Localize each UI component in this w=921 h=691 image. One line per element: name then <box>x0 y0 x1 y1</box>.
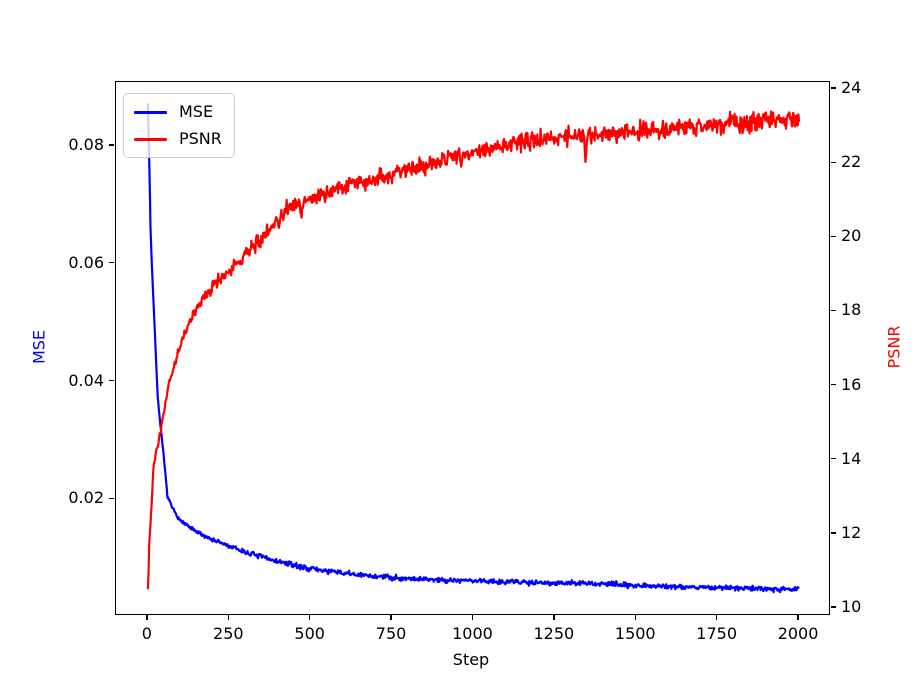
y-tick-mark-left <box>108 497 114 499</box>
y-tick-mark-left <box>108 144 114 146</box>
x-tick-label: 750 <box>375 624 407 643</box>
y-tick-mark-left <box>108 379 114 382</box>
x-tick-mark <box>716 614 718 620</box>
x-tick-label: 1500 <box>614 624 656 643</box>
y-tick-label-right: 10 <box>841 597 862 617</box>
y-tick-label-right: 24 <box>841 78 862 98</box>
x-tick-mark <box>634 614 636 620</box>
legend-line-sample-psnr <box>134 137 167 141</box>
legend-item-psnr: PSNR <box>134 128 222 150</box>
x-tick-label: 250 <box>213 624 244 643</box>
plot-area <box>115 81 830 615</box>
y-tick-label-right: 14 <box>841 448 862 468</box>
x-tick-label: 1250 <box>533 624 575 643</box>
x-tick-mark <box>227 614 229 620</box>
y-tick-mark-right <box>831 458 836 460</box>
x-tick-mark <box>146 614 148 620</box>
x-tick-mark <box>553 614 555 620</box>
x-tick-mark <box>390 614 392 620</box>
y-tick-mark-right <box>831 532 836 534</box>
series-line-psnr <box>146 110 801 590</box>
legend-line-sample-mse <box>134 110 167 114</box>
y-tick-label-right: 22 <box>841 152 862 172</box>
legend-item-mse: MSE <box>134 101 222 123</box>
y-tick-mark-right <box>831 309 836 312</box>
legend-label-mse: MSE <box>179 102 214 121</box>
y-tick-label-right: 16 <box>841 374 862 394</box>
y-tick-label-left: 0.02 <box>68 488 104 508</box>
y-tick-mark-right <box>831 606 836 608</box>
y-tick-label-left: 0.04 <box>68 370 104 390</box>
legend: MSE PSNR <box>123 93 235 158</box>
y-tick-mark-left <box>108 262 114 264</box>
y-axis-label-left: MSE <box>29 329 49 365</box>
x-tick-mark <box>797 614 799 620</box>
y-tick-label-right: 12 <box>841 522 862 542</box>
series-line-mse <box>146 103 800 594</box>
y-tick-label-right: 20 <box>841 226 862 246</box>
y-tick-label-right: 18 <box>841 300 862 320</box>
x-tick-label: 2000 <box>777 624 819 643</box>
y-tick-label-left: 0.06 <box>68 252 104 272</box>
y-tick-mark-right <box>831 161 836 163</box>
x-tick-label: 1000 <box>452 624 493 643</box>
y-tick-label-left: 0.08 <box>68 135 104 155</box>
y-axis-label-right: PSNR <box>884 325 904 369</box>
x-tick-mark <box>471 614 474 620</box>
x-tick-mark <box>309 614 311 620</box>
x-axis-label: Step <box>452 650 490 669</box>
y-tick-mark-right <box>831 87 836 89</box>
y-tick-mark-right <box>831 383 836 386</box>
chart-lines <box>146 103 801 594</box>
y-tick-mark-right <box>831 235 836 237</box>
x-tick-label: 500 <box>294 624 325 643</box>
x-tick-label: 0 <box>141 624 152 643</box>
x-tick-label: 1750 <box>696 624 737 643</box>
legend-label-psnr: PSNR <box>179 129 222 148</box>
